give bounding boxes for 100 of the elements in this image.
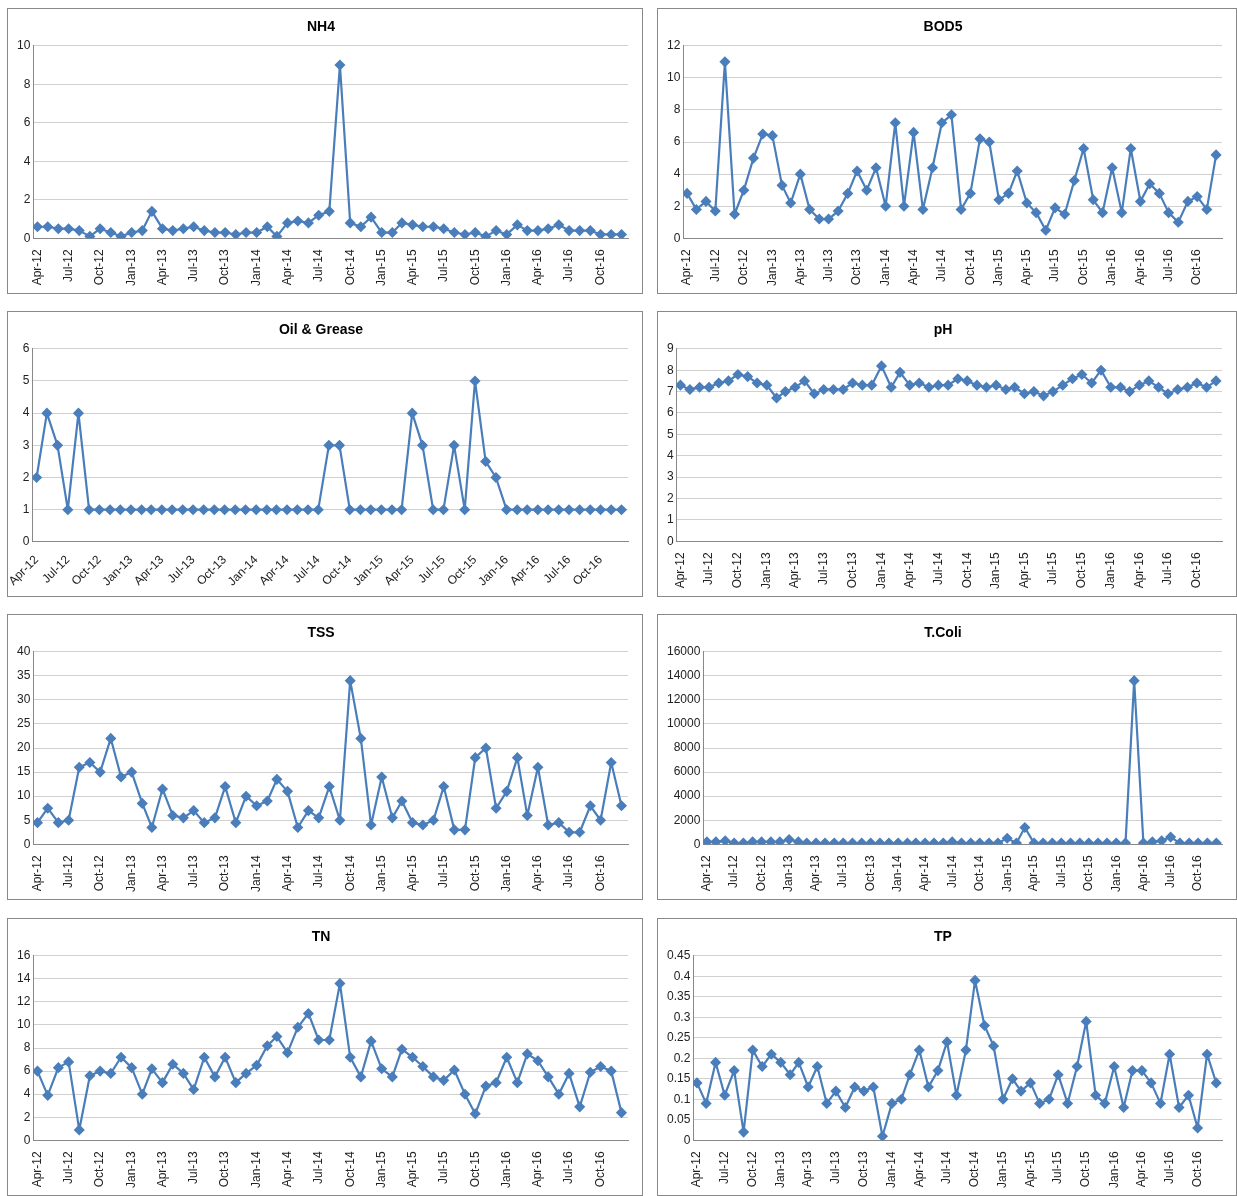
x-tick-label: Oct-16 bbox=[1189, 248, 1204, 286]
point bbox=[830, 1086, 841, 1097]
point bbox=[1183, 1090, 1194, 1101]
point bbox=[965, 188, 976, 199]
point bbox=[1116, 207, 1127, 218]
x-tick-label: Oct-16 bbox=[1189, 551, 1204, 589]
point bbox=[522, 1048, 533, 1059]
y-tick-label: 4000 bbox=[673, 788, 701, 803]
point bbox=[606, 229, 617, 239]
point bbox=[1028, 386, 1039, 397]
point bbox=[512, 752, 523, 763]
point bbox=[522, 504, 533, 515]
point bbox=[271, 774, 282, 785]
point bbox=[898, 201, 910, 212]
point bbox=[942, 380, 954, 391]
x-tick-label: Jan-14 bbox=[249, 1150, 263, 1189]
point bbox=[1143, 375, 1154, 386]
point bbox=[1155, 1098, 1166, 1109]
chart-title: pH bbox=[933, 321, 953, 338]
point bbox=[1153, 382, 1164, 393]
point bbox=[574, 504, 585, 515]
point bbox=[188, 221, 199, 232]
point bbox=[1003, 188, 1014, 199]
y-tick-label: 3 bbox=[666, 469, 674, 484]
point bbox=[459, 229, 471, 239]
point bbox=[563, 225, 575, 236]
x-tick-label: Oct-16 bbox=[592, 1150, 607, 1188]
point bbox=[984, 136, 995, 148]
point bbox=[1067, 373, 1078, 384]
x-tick-label: Jul-12 bbox=[707, 248, 722, 282]
x-tick-label: Oct-14 bbox=[962, 248, 977, 286]
point bbox=[904, 1069, 915, 1080]
x-tick-label: Oct-12 bbox=[92, 248, 107, 286]
point bbox=[324, 1034, 335, 1046]
point bbox=[95, 767, 106, 778]
point bbox=[532, 225, 544, 236]
point bbox=[691, 204, 702, 215]
y-tick-label: 16 bbox=[16, 948, 31, 963]
point bbox=[84, 757, 95, 768]
point bbox=[803, 1081, 814, 1093]
point bbox=[795, 169, 806, 180]
point bbox=[553, 817, 564, 828]
point bbox=[747, 836, 758, 845]
point bbox=[751, 377, 763, 389]
point bbox=[563, 1068, 575, 1079]
x-tick-label: Apr-16 bbox=[530, 1151, 545, 1188]
x-tick-label: Jul-14 bbox=[930, 551, 945, 585]
point bbox=[775, 1057, 786, 1068]
point bbox=[840, 1102, 851, 1113]
x-tick-label: Jan-16 bbox=[499, 854, 514, 893]
point bbox=[720, 835, 731, 845]
point bbox=[1125, 143, 1136, 154]
point bbox=[157, 1077, 168, 1088]
point bbox=[376, 504, 387, 515]
point bbox=[199, 225, 210, 236]
x-tick-label: Jul-15 bbox=[436, 248, 451, 282]
y-tick-label: 35 bbox=[16, 668, 31, 683]
point bbox=[355, 1071, 366, 1082]
y-tick-label: 4 bbox=[673, 166, 681, 181]
point bbox=[981, 382, 992, 393]
x-tick-label: Oct-12 bbox=[753, 854, 768, 892]
point bbox=[178, 1068, 189, 1079]
point bbox=[729, 1065, 740, 1076]
x-tick-label: Oct-15 bbox=[467, 248, 482, 286]
x-tick-label: Oct-14 bbox=[959, 551, 974, 589]
point bbox=[585, 1067, 596, 1078]
point bbox=[220, 781, 231, 792]
x-tick-label: Jan-15 bbox=[988, 551, 1003, 590]
point bbox=[870, 162, 882, 173]
x-tick-label: Jul-16 bbox=[1162, 854, 1177, 888]
y-tick-label: 8 bbox=[673, 102, 681, 117]
x-tick-label: Apr-16 bbox=[530, 855, 545, 892]
x-tick-label: Jul-14 bbox=[944, 854, 959, 888]
y-tick-label: 6 bbox=[673, 134, 681, 149]
y-tick-label: 6 bbox=[23, 1063, 31, 1078]
point bbox=[780, 386, 791, 397]
x-tick-label: Apr-12 bbox=[699, 855, 714, 892]
x-tick-label: Jan-16 bbox=[499, 1150, 514, 1189]
y-tick-label: 10 bbox=[666, 70, 681, 85]
point bbox=[886, 382, 897, 393]
y-tick-label: 6 bbox=[666, 405, 674, 420]
point bbox=[793, 1057, 804, 1068]
point bbox=[178, 223, 189, 234]
point bbox=[396, 795, 408, 807]
y-tick-label: 0.3 bbox=[673, 1009, 691, 1024]
y-tick-label: 5 bbox=[666, 426, 674, 441]
x-tick-label: Jul-16 bbox=[561, 248, 576, 282]
x-tick-label: Jan-13 bbox=[773, 1150, 788, 1189]
point bbox=[459, 504, 470, 515]
point bbox=[833, 205, 844, 217]
point bbox=[606, 1066, 617, 1077]
point bbox=[115, 1052, 127, 1063]
y-tick-label: 0.05 bbox=[667, 1112, 691, 1127]
point bbox=[262, 795, 273, 807]
x-tick-label: Oct-14 bbox=[342, 854, 357, 892]
point bbox=[251, 504, 262, 515]
point bbox=[313, 812, 324, 823]
point bbox=[1173, 217, 1184, 228]
point bbox=[198, 504, 209, 515]
y-tick-label: 6 bbox=[22, 341, 30, 356]
